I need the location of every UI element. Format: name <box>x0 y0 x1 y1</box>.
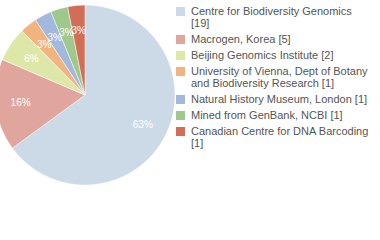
legend-swatch <box>176 95 185 104</box>
chart: 63%16%6%3%3%3%3%Centre for Biodiversity … <box>0 0 380 240</box>
data-label: 63% <box>133 119 153 130</box>
pie-slice <box>68 5 85 95</box>
pie <box>0 5 175 185</box>
data-label: 6% <box>24 53 39 64</box>
legend: Centre for Biodiversity Genomics[19] Macr… <box>176 5 368 149</box>
legend-label: Macrogen, Korea [5] <box>191 33 291 45</box>
legend-swatch <box>176 67 185 76</box>
legend-label: Beijing Genomics Institute [2] <box>191 49 333 61</box>
legend-label: Natural History Museum, London [1] <box>191 93 367 105</box>
legend-swatch <box>176 7 185 16</box>
legend-swatch <box>176 127 185 136</box>
data-label: 3% <box>71 25 86 36</box>
legend-label: University of Vienna, Dept of Botanyand … <box>191 65 368 89</box>
legend-label: Mined from GenBank, NCBI [1] <box>191 109 343 121</box>
data-labels: 63%16%6%3%3%3%3% <box>11 25 153 130</box>
legend-swatch <box>176 35 185 44</box>
legend-swatch <box>176 111 185 120</box>
data-label: 16% <box>11 97 31 108</box>
legend-swatch <box>176 51 185 60</box>
legend-label: Centre for Biodiversity Genomics[19] <box>191 5 352 29</box>
legend-label: Canadian Centre for DNA Barcoding[1] <box>191 125 368 149</box>
